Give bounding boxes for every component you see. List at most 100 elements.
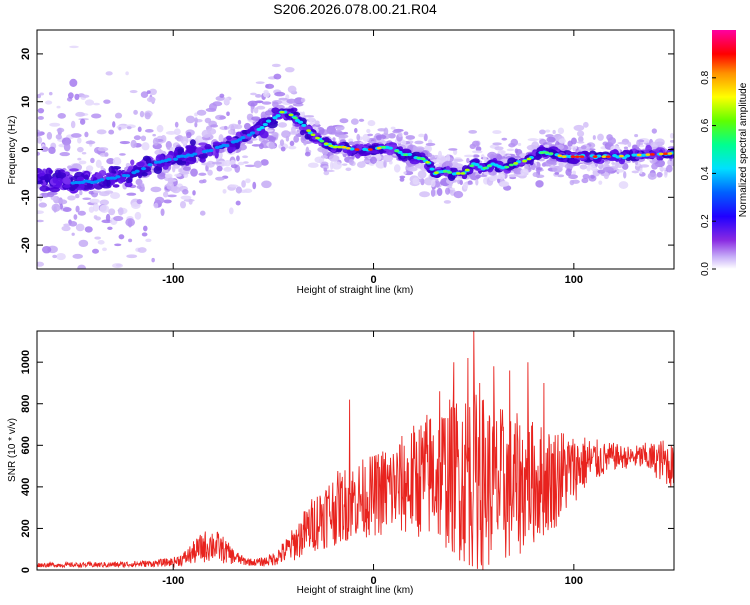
spectrogram-cell (308, 117, 316, 122)
spectrogram-cell (573, 124, 585, 132)
spectrogram-cell (445, 154, 451, 163)
spectrogram-cell (579, 164, 588, 170)
spectrogram-cell (173, 128, 181, 136)
spectrogram-cell (143, 225, 148, 232)
spectrogram-cell (279, 139, 285, 147)
spectrogram-cell (406, 152, 413, 157)
spectrogram-cell (570, 155, 576, 158)
spectrogram-cell (504, 165, 510, 169)
spectrogram-cell (616, 169, 625, 173)
spectrogram-cell (307, 162, 319, 168)
spectrogram-cell (119, 140, 131, 145)
spectrogram-cell (75, 193, 80, 199)
spectrogram-cell (57, 199, 68, 205)
spectrogram-cell (639, 164, 650, 168)
spectrogram-cell (552, 129, 556, 135)
spectrogram-cell (453, 158, 464, 162)
spectrogram-cell (472, 140, 480, 147)
spectrogram-cell (112, 157, 122, 166)
spectrogram-cell (73, 214, 78, 220)
spectrogram-cell (125, 71, 129, 76)
y-tick-label: 20 (20, 48, 32, 60)
spectrogram-cell (546, 136, 556, 143)
spectrogram-cell (75, 223, 85, 232)
spectrogram-cell (77, 264, 87, 269)
spectrogram-cell (576, 141, 585, 144)
x-tick-label: 0 (370, 274, 376, 286)
spectrogram-cell (167, 194, 177, 198)
spectrogram-cell (663, 170, 668, 178)
spectrogram-cell (185, 115, 196, 124)
spectrogram-cell (70, 120, 76, 129)
spectrogram-cell (254, 130, 260, 135)
spectrogram-cell (544, 129, 551, 133)
spectrogram-cell (167, 177, 174, 185)
spectrogram-cell (328, 154, 340, 162)
spectrogram-cell (582, 173, 590, 180)
spectrogram-cell (92, 203, 100, 212)
spectrogram-cell (281, 130, 291, 138)
spectrogram-cell (84, 99, 95, 106)
spectrogram-cell (579, 155, 585, 158)
spectrogram-cell (104, 190, 114, 194)
spectrogram-cell (133, 109, 138, 115)
spectrogram-cell (448, 148, 458, 151)
spectrogram-cell (598, 180, 603, 185)
spectrogram-cell (69, 221, 78, 227)
spectrogram-cell (57, 112, 66, 119)
spectrogram-cell (72, 253, 84, 259)
spectrogram-cell (174, 121, 179, 128)
spectrogram-cell (173, 157, 179, 161)
x-tick-label: 100 (565, 274, 583, 286)
spectrogram-cell (496, 154, 503, 160)
spectrogram-cell (198, 172, 207, 176)
spectrogram-cell (332, 137, 336, 142)
snr-series-line (37, 331, 674, 570)
spectrogram-cell (78, 239, 89, 248)
spectrogram-cell (162, 191, 169, 198)
spectrogram-cell (119, 153, 126, 156)
spectrogram-cell (475, 178, 479, 186)
snr-panel: -100 0 100 0 200 400 600 800 1000 Height of str… (7, 330, 675, 596)
spectrogram-cell (108, 129, 115, 135)
spectrogram-cell (548, 165, 556, 168)
colorbar: 0.0 0.2 0.4 0.6 0.8 Normalized spectral ampl… (700, 30, 749, 276)
spectrogram-cell (280, 146, 286, 152)
spectrogram-cell (107, 226, 113, 230)
spectrogram-cell (286, 108, 294, 112)
spectrogram-cell (544, 151, 549, 154)
spectrogram-cell (90, 157, 95, 164)
spectrogram-cell (56, 127, 65, 133)
x-tick-label: 0 (370, 575, 376, 587)
spectrogram-cell (194, 117, 198, 124)
spectrogram-cell (37, 210, 44, 214)
spectrogram-cell (331, 130, 343, 135)
spectrogram-cell (434, 180, 441, 188)
spectrogram-cell (366, 128, 371, 134)
spectrogram-cell (130, 159, 135, 166)
spectrogram-cell (539, 151, 545, 154)
spectrogram-cell (494, 146, 504, 151)
spectrogram-cell (76, 146, 84, 153)
spectrogram-cell (104, 152, 109, 157)
spectrogram-heat-layer (37, 45, 674, 269)
spectrogram-cell (286, 98, 297, 104)
spectrogram-cell (105, 179, 111, 187)
spectrogram-cell (581, 177, 589, 184)
spectrogram-cell (160, 208, 165, 217)
spectrogram-cell (174, 173, 182, 177)
spectrogram-cell (619, 154, 624, 158)
spectrogram-cell (331, 161, 342, 170)
spectrogram-cell (617, 141, 628, 145)
spectrogram-cell (307, 131, 313, 135)
spectrogram-cell (40, 146, 49, 152)
spectrogram-cell (223, 97, 230, 105)
spectrogram-cell (230, 163, 238, 169)
spectrogram-cell (127, 178, 133, 183)
spectrogram-cell (250, 106, 254, 114)
spectrogram-cell (186, 131, 192, 139)
spectrogram-cell (376, 146, 382, 150)
spectrogram-cell (219, 115, 226, 120)
spectrogram-cell (388, 132, 396, 139)
spectrogram-cell (249, 131, 256, 135)
